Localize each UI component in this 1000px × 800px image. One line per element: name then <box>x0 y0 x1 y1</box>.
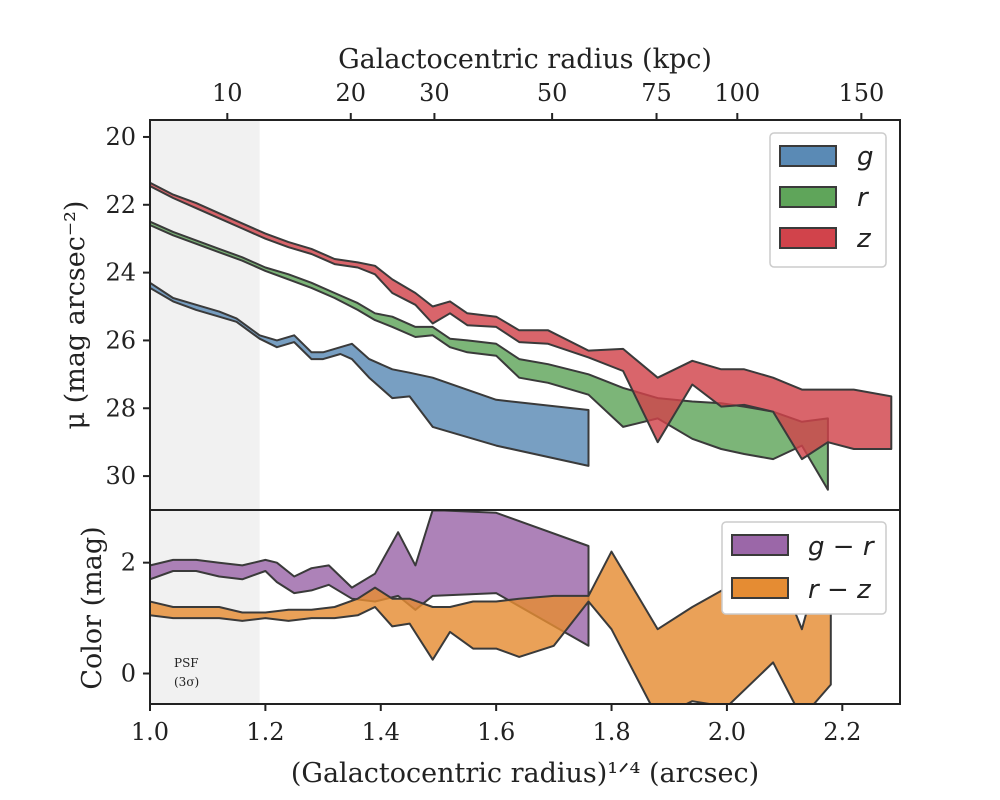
x-tick-label: 2.0 <box>708 718 746 746</box>
x-tick-label: 1.0 <box>131 718 169 746</box>
sb-y-tick-label: 26 <box>105 326 136 354</box>
kpc-tick-label: 30 <box>419 79 450 107</box>
sb-series-group <box>151 182 893 491</box>
top-axis-title: Galactocentric radius (kpc) <box>338 44 712 75</box>
kpc-tick-label: 20 <box>335 79 366 107</box>
legend-label-g: g <box>857 142 874 172</box>
sb-y-tick-label: 30 <box>105 462 136 490</box>
color-panel: 02 1.0 1.2 1.4 1.6 1.8 2.0 2.2 PSF (3σ) Color … <box>77 509 901 789</box>
kpc-tick-label: 75 <box>641 79 672 107</box>
x-tick-label: 1.4 <box>362 718 400 746</box>
sb-y-tick-label: 24 <box>105 259 136 287</box>
band-r-minus-z <box>151 522 832 704</box>
sb-y-axis-title: μ (mag arcsec⁻²) <box>60 201 91 430</box>
band-z <box>151 182 893 461</box>
kpc-tick-label: 10 <box>212 79 243 107</box>
band-r <box>151 221 829 491</box>
color-y-tick-label: 2 <box>121 549 136 577</box>
surface-brightness-panel: 20 22 24 26 28 30 10 20 30 50 75 100 150 Galactocen… <box>60 44 901 511</box>
x-axis-title: (Galactocentric radius)¹ᐟ⁴ (arcsec) <box>291 758 759 789</box>
legend-label-r: r <box>857 183 870 213</box>
legend-swatch-g <box>779 145 837 167</box>
psf-sigma-label: (3σ) <box>174 675 199 689</box>
x-tick-label: 1.6 <box>477 718 515 746</box>
legend-label-r-minus-z: r − z <box>808 575 872 605</box>
legend-swatch-z <box>779 227 837 249</box>
band-g <box>151 282 590 467</box>
sb-y-ticks: 20 22 24 26 28 30 <box>105 123 150 490</box>
legend-label-z: z <box>856 224 872 254</box>
color-panel-frame <box>149 509 901 705</box>
sb-legend: g r z <box>769 132 887 268</box>
psf-shade-top <box>150 121 260 510</box>
kpc-tick-label: 150 <box>838 79 884 107</box>
color-y-ticks: 02 <box>121 549 150 688</box>
color-y-axis-title: Color (mag) <box>77 526 108 689</box>
x-tick-label: 1.8 <box>592 718 630 746</box>
x-tick-label: 1.2 <box>246 718 284 746</box>
legend-swatch-r <box>779 186 837 208</box>
legend-swatch-g-minus-r <box>731 534 789 556</box>
sb-y-tick-label: 22 <box>105 191 136 219</box>
color-x-ticks: 1.0 1.2 1.4 1.6 1.8 2.0 2.2 <box>131 704 861 746</box>
band-g-minus-r <box>151 511 590 647</box>
kpc-tick-label: 100 <box>714 79 760 107</box>
color-series-group <box>151 511 832 704</box>
sb-y-tick-label: 20 <box>105 123 136 151</box>
legend-swatch-r-minus-z <box>731 577 789 599</box>
color-y-tick-label: 0 <box>121 660 136 688</box>
color-legend: g − r r − z <box>721 521 887 615</box>
psf-label: PSF <box>174 656 199 670</box>
x-tick-label: 2.2 <box>823 718 861 746</box>
sb-y-tick-label: 28 <box>105 394 136 422</box>
kpc-top-ticks: 10 20 30 50 75 100 150 <box>212 79 884 120</box>
legend-label-g-minus-r: g − r <box>808 532 876 562</box>
kpc-tick-label: 50 <box>537 79 568 107</box>
